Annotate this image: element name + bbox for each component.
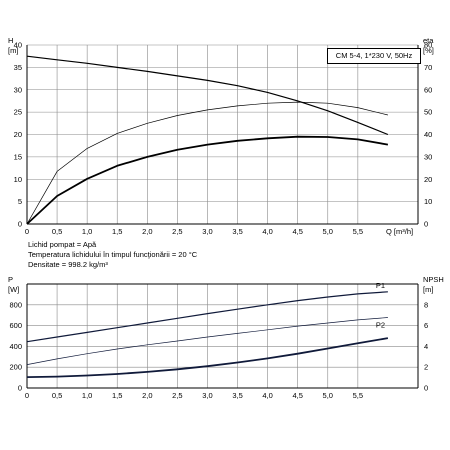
p2-series-line-3 bbox=[26, 337, 389, 378]
p1-y-right-tick-label: 50 bbox=[424, 108, 432, 117]
p1-y-right-tick-label: 30 bbox=[424, 152, 432, 161]
p1-y-left-axis-unit: [m] bbox=[8, 46, 18, 55]
p2-series-line-2 bbox=[26, 317, 388, 365]
p2-y-left-tick-label: 400 bbox=[9, 342, 22, 351]
p1-y-right-tick-label: 80 bbox=[424, 41, 432, 50]
p2-y-right-tick-label: 4 bbox=[424, 342, 428, 351]
p1-series-line-3 bbox=[26, 135, 389, 225]
p2-x-tick-label: 3,0 bbox=[202, 391, 212, 400]
p2-y-right-axis-title: NPSH bbox=[423, 275, 444, 284]
fluid-label: Lichid pompat = Apă bbox=[28, 240, 97, 249]
p2-y-right-tick-label: 0 bbox=[424, 384, 428, 393]
p2-y-left-tick-label: 800 bbox=[9, 300, 22, 309]
p1-y-right-tick-label: 40 bbox=[424, 130, 432, 139]
p1-x-tick-label: 4,5 bbox=[292, 227, 302, 236]
p1-y-right-tick-label: 60 bbox=[424, 85, 432, 94]
p1-x-tick-label: 2,5 bbox=[172, 227, 182, 236]
p1-x-tick-label: 3,5 bbox=[232, 227, 242, 236]
p1-y-right-axis-unit: [%] bbox=[423, 46, 434, 55]
density-label: Densitate = 998.2 kg/m³ bbox=[28, 260, 108, 269]
p1-x-tick-label: 2,0 bbox=[142, 227, 152, 236]
p1-y-left-tick-label: 30 bbox=[14, 85, 22, 94]
p1-x-tick-label: 4,0 bbox=[262, 227, 272, 236]
p2-x-tick-label: 2,0 bbox=[142, 391, 152, 400]
p1-x-tick-label: 5,0 bbox=[323, 227, 333, 236]
p2-y-right-axis-unit: [m] bbox=[423, 285, 433, 294]
p1-x-axis-title: Q [m³/h] bbox=[386, 227, 413, 236]
p2-x-tick-label: 1,0 bbox=[82, 391, 92, 400]
p2-y-right-tick-label: 2 bbox=[424, 363, 428, 372]
p1-y-left-axis-title: H bbox=[8, 36, 13, 45]
p1-y-left-tick-label: 35 bbox=[14, 63, 22, 72]
p2-x-tick-label: 4,0 bbox=[262, 391, 272, 400]
p1-y-right-tick-label: 0 bbox=[424, 220, 428, 229]
power-npsh-plot: 0 0,5 1,0 1,5 2,0 2,5 3,0 3,5 4,0 4,5 5,0 5,5020040… bbox=[8, 275, 444, 400]
p2-y-left-axis-unit: [W] bbox=[8, 285, 19, 294]
p2-x-tick-label: 4,5 bbox=[292, 391, 302, 400]
p2-series-line-1 bbox=[26, 291, 388, 343]
p1-y-left-tick-label: 10 bbox=[14, 175, 22, 184]
p1-y-left-tick-label: 15 bbox=[14, 152, 22, 161]
p1-y-left-tick-label: 25 bbox=[14, 108, 22, 117]
chart-title: CM 5-4, 1*230 V, 50Hz bbox=[327, 48, 421, 64]
p1-y-right-tick-label: 70 bbox=[424, 63, 432, 72]
p1-x-tick-label: 0,5 bbox=[52, 227, 62, 236]
p1-x-tick-label: 5,5 bbox=[353, 227, 363, 236]
p2-y-left-tick-label: 0 bbox=[18, 384, 22, 393]
temperature-label: Temperatura lichidului în timpul funcţio… bbox=[28, 250, 198, 259]
p2-y-left-axis-title: P bbox=[8, 275, 13, 284]
p2-series-label-p1: P1 bbox=[376, 281, 385, 290]
p1-x-tick-label: 3,0 bbox=[202, 227, 212, 236]
p2-x-tick-label: 1,5 bbox=[112, 391, 122, 400]
p1-y-right-tick-label: 10 bbox=[424, 197, 432, 206]
p1-y-left-tick-label: 20 bbox=[14, 130, 22, 139]
p1-y-left-tick-label: 40 bbox=[14, 41, 22, 50]
p1-x-tick-label: 1,5 bbox=[112, 227, 122, 236]
p2-x-tick-label: 5,5 bbox=[353, 391, 363, 400]
p2-y-left-tick-label: 200 bbox=[9, 363, 22, 372]
p2-x-tick-label: 5,0 bbox=[323, 391, 333, 400]
p2-y-right-tick-label: 6 bbox=[424, 321, 428, 330]
p1-y-right-tick-label: 20 bbox=[424, 175, 432, 184]
p2-x-tick-label: 0,5 bbox=[52, 391, 62, 400]
p2-x-tick-label: 0 bbox=[25, 391, 29, 400]
p2-x-tick-label: 2,5 bbox=[172, 391, 182, 400]
p1-x-tick-label: 1,0 bbox=[82, 227, 92, 236]
p1-series-line-1 bbox=[26, 55, 389, 136]
p2-x-tick-label: 3,5 bbox=[232, 391, 242, 400]
p2-y-left-tick-label: 600 bbox=[9, 321, 22, 330]
p2-series-label-p2: P2 bbox=[376, 320, 385, 329]
p1-x-tick-label: 0 bbox=[25, 227, 29, 236]
p1-y-left-tick-label: 5 bbox=[18, 197, 22, 206]
p1-y-right-axis-title: eta bbox=[423, 36, 434, 45]
head-efficiency-plot: 0 0,5 1,0 1,5 2,0 2,5 3,0 3,5 4,0 4,5 5,0 5,5 0 5 10 15… bbox=[8, 36, 434, 236]
p1-series-line-2 bbox=[26, 101, 388, 225]
p1-y-left-tick-label: 0 bbox=[18, 220, 22, 229]
p2-y-right-tick-label: 8 bbox=[424, 300, 428, 309]
